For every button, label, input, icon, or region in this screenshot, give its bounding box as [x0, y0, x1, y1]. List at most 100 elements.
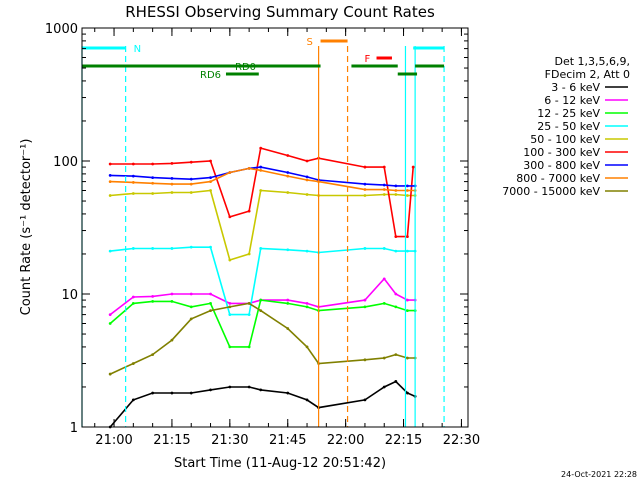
series-point	[151, 353, 155, 357]
series-point	[170, 338, 174, 342]
series-point	[189, 160, 193, 164]
flag-label: N	[134, 44, 141, 55]
series-point	[108, 372, 112, 376]
series-point	[228, 215, 232, 219]
plot-frame	[81, 27, 469, 428]
series-3-6kev	[108, 380, 417, 429]
timestamp: 24-Oct-2021 22:28	[561, 470, 637, 479]
x-tick-label: 22:00	[327, 433, 364, 448]
series-point	[305, 398, 309, 402]
series-point	[170, 182, 174, 186]
series-point	[228, 305, 232, 309]
series-point	[209, 245, 212, 249]
series-point	[394, 235, 398, 239]
series-point	[382, 301, 386, 305]
series-point	[259, 168, 263, 172]
series-point	[170, 191, 174, 194]
x-tick-label: 21:45	[269, 433, 306, 448]
series-point	[286, 191, 290, 194]
series-point	[151, 162, 155, 166]
series-point	[151, 192, 155, 195]
series-point	[394, 353, 398, 357]
chart-title: RHESSI Observing Summary Count Rates	[125, 3, 435, 21]
series-point	[259, 165, 263, 169]
series-point	[382, 188, 386, 191]
series-point	[170, 176, 174, 180]
series-point	[405, 249, 409, 253]
series-point	[286, 327, 290, 330]
series-point	[286, 174, 290, 178]
series-point	[228, 171, 232, 174]
flag-label: S	[307, 37, 313, 48]
series-point	[363, 247, 367, 250]
series-point	[286, 298, 290, 302]
series-point	[286, 171, 290, 174]
series-point	[305, 301, 309, 305]
series-point	[305, 305, 309, 309]
flag-label: F	[365, 54, 371, 65]
series-point	[247, 385, 251, 389]
series-point	[363, 165, 367, 169]
series-point	[382, 247, 386, 250]
series-point	[405, 309, 409, 313]
series-point	[405, 298, 409, 302]
series-point	[394, 184, 398, 188]
series-point	[247, 166, 251, 170]
series-point	[363, 194, 367, 197]
series-point	[382, 183, 386, 187]
series-point	[394, 380, 398, 383]
series-point	[305, 178, 309, 182]
series-point	[394, 292, 398, 296]
series-point	[363, 305, 367, 309]
series-point	[382, 165, 386, 169]
series-point	[189, 305, 193, 309]
series-point	[247, 209, 251, 213]
series-point	[189, 177, 193, 181]
x-tick-label: 22:15	[385, 433, 422, 448]
series-point	[394, 189, 398, 192]
series-point	[209, 176, 212, 180]
x-axis-label: Start Time (11-Aug-12 20:51:42)	[174, 456, 386, 471]
plot-area: N RD0 RD6 S F	[81, 37, 445, 429]
series-point	[108, 313, 112, 317]
series-point	[209, 189, 212, 192]
series-12-25kev	[108, 298, 417, 349]
series-point	[363, 298, 367, 302]
legend: Det 1,3,5,6,9,FDecim 2, Att 03 - 6 keV6 …	[502, 55, 630, 198]
legend-entry-label: 25 - 50 keV	[537, 120, 600, 133]
series-point	[108, 194, 112, 197]
series-point	[209, 309, 212, 313]
x-tick-label: 21:30	[211, 433, 248, 448]
series-point	[363, 182, 367, 186]
series-point	[259, 388, 263, 392]
series-point	[286, 154, 290, 157]
series-point	[405, 189, 409, 192]
series-25-50kev	[108, 245, 417, 317]
series-point	[228, 385, 232, 389]
series-point	[131, 398, 135, 402]
series-point	[151, 181, 155, 185]
series-300-800kev	[108, 165, 417, 188]
series-point	[151, 176, 155, 180]
series-point	[228, 345, 232, 349]
series-point	[209, 292, 212, 296]
legend-entry-label: 3 - 6 keV	[551, 81, 600, 94]
series-point	[209, 301, 212, 305]
series-point	[131, 162, 135, 166]
series-point	[108, 173, 112, 177]
series-point	[189, 182, 193, 186]
series-point	[228, 313, 232, 317]
series-point	[247, 345, 251, 349]
series-point	[189, 245, 193, 249]
legend-entry-label: 300 - 800 keV	[523, 159, 600, 172]
series-point	[189, 292, 193, 296]
legend-entry-label: 800 - 7000 keV	[516, 172, 600, 185]
series-point	[151, 247, 155, 250]
series-point	[170, 292, 174, 296]
y-tick-label: 1000	[45, 22, 78, 37]
series-point	[405, 184, 409, 188]
legend-header-line: FDecim 2, Att 0	[545, 68, 630, 81]
series-point	[305, 249, 309, 253]
series-point	[131, 295, 135, 299]
